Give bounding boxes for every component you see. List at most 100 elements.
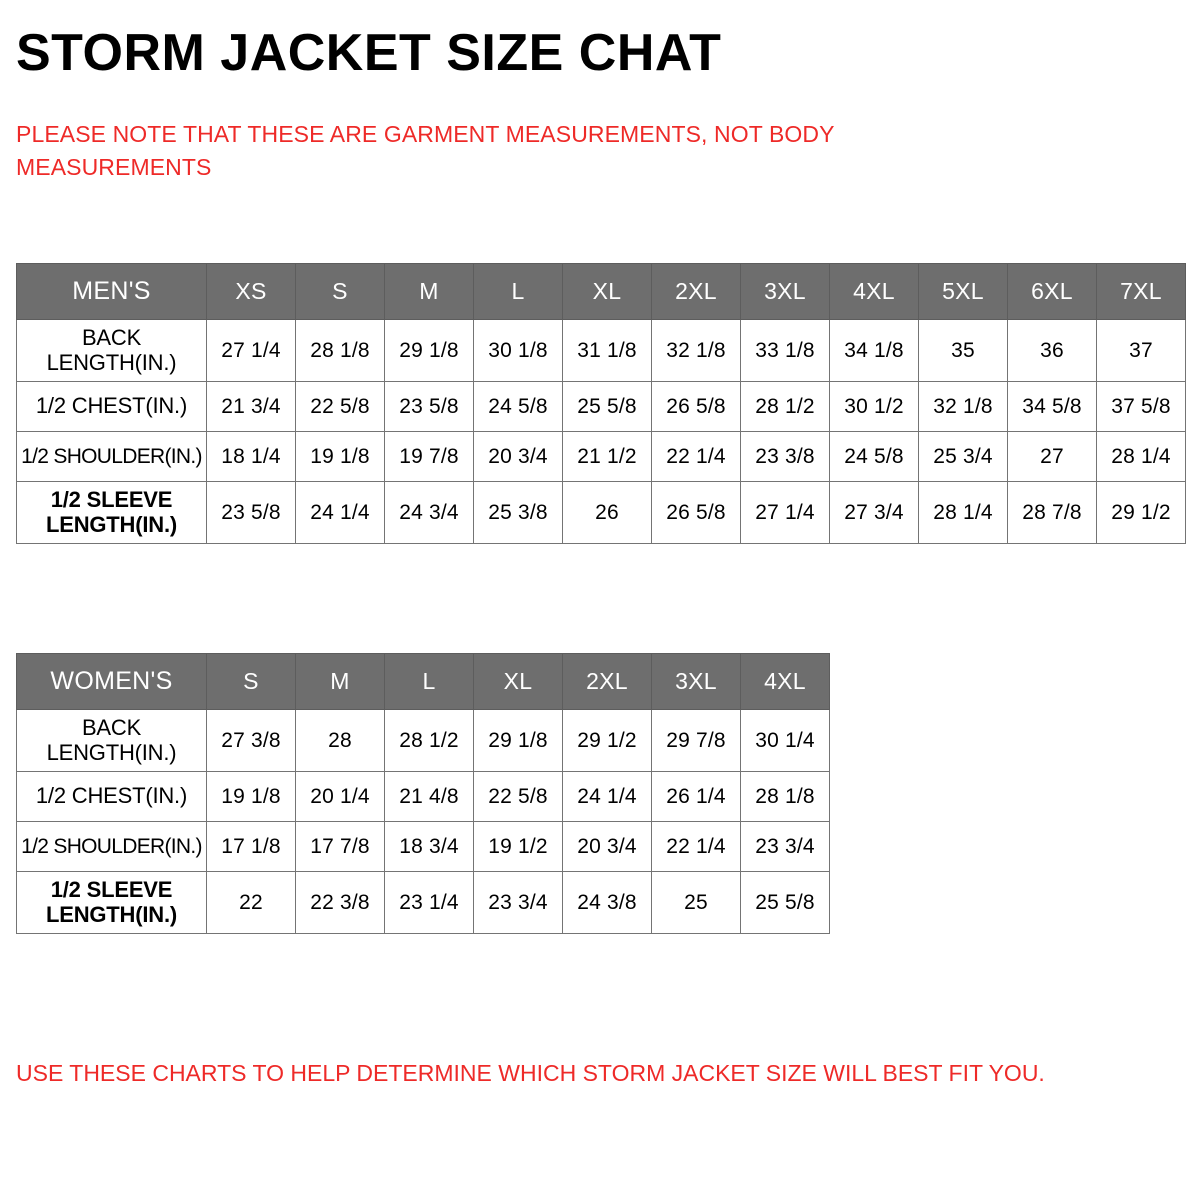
cell-m: 23 5/8 (384, 381, 474, 432)
cell-5xl: 32 1/8 (918, 381, 1008, 432)
womens-corner-header: WOMEN'S (16, 653, 207, 710)
cell-s: 19 1/8 (295, 431, 385, 482)
mens-corner-header: MEN'S (16, 263, 207, 320)
cell-3xl: 33 1/8 (740, 319, 830, 382)
cell-2xl: 32 1/8 (651, 319, 741, 382)
cell-6xl: 27 (1007, 431, 1097, 482)
cell-4xl: 23 3/4 (740, 821, 830, 872)
womens-column-header-m: M (295, 653, 385, 710)
table-row: BACK LENGTH(IN.) 27 1/4 28 1/8 29 1/8 30 1/8 3… (16, 319, 1186, 382)
mens-size-table: MEN'S XS S M L XL 2XL 3XL 4XL 5XL 6XL 7XL BACK LENGT… (16, 263, 1186, 544)
cell-5xl: 35 (918, 319, 1008, 382)
cell-s: 28 1/8 (295, 319, 385, 382)
cell-2xl: 29 1/2 (562, 709, 652, 772)
cell-3xl: 27 1/4 (740, 481, 830, 544)
table-row: 1/2 SLEEVE LENGTH(IN.) 22 22 3/8 23 1/4 23 3/… (16, 871, 830, 934)
cell-xl: 21 1/2 (562, 431, 652, 482)
cell-4xl: 34 1/8 (829, 319, 919, 382)
cell-m: 20 1/4 (295, 771, 385, 822)
table-row: BACK LENGTH(IN.) 27 3/8 28 28 1/2 29 1/8 29 1/… (16, 709, 830, 772)
mens-column-header-l: L (473, 263, 563, 320)
cell-3xl: 25 (651, 871, 741, 934)
mens-column-header-6xl: 6XL (1007, 263, 1097, 320)
cell-m: 24 3/4 (384, 481, 474, 544)
cell-4xl: 30 1/4 (740, 709, 830, 772)
cell-6xl: 36 (1007, 319, 1097, 382)
mens-column-header-5xl: 5XL (918, 263, 1008, 320)
cell-l: 28 1/2 (384, 709, 474, 772)
garment-measurement-note: PLEASE NOTE THAT THESE ARE GARMENT MEASU… (16, 121, 835, 180)
cell-s: 22 5/8 (295, 381, 385, 432)
cell-xl: 23 3/4 (473, 871, 563, 934)
cell-2xl: 20 3/4 (562, 821, 652, 872)
mens-column-header-xs: XS (206, 263, 296, 320)
cell-xs: 18 1/4 (206, 431, 296, 482)
womens-table-header: WOMEN'S S M L XL 2XL 3XL 4XL (16, 653, 830, 710)
cell-6xl: 34 5/8 (1007, 381, 1097, 432)
row-label-sleeve-length-in: 1/2 SLEEVE LENGTH(IN.) (16, 871, 207, 934)
cell-3xl: 29 7/8 (651, 709, 741, 772)
cell-7xl: 29 1/2 (1096, 481, 1186, 544)
cell-3xl: 26 1/4 (651, 771, 741, 822)
table-row: 1/2 SLEEVE LENGTH(IN.) 23 5/8 24 1/4 24 3/4 2… (16, 481, 1186, 544)
cell-l: 24 5/8 (473, 381, 563, 432)
page-title: STORM JACKET SIZE CHAT (16, 24, 722, 82)
mens-column-header-2xl: 2XL (651, 263, 741, 320)
mens-column-header-7xl: 7XL (1096, 263, 1186, 320)
cell-6xl: 28 7/8 (1007, 481, 1097, 544)
mens-column-header-m: M (384, 263, 474, 320)
cell-s: 22 (206, 871, 296, 934)
cell-4xl: 30 1/2 (829, 381, 919, 432)
cell-s: 19 1/8 (206, 771, 296, 822)
row-label-chest-in: 1/2 CHEST(IN.) (16, 771, 207, 822)
womens-column-header-2xl: 2XL (562, 653, 652, 710)
mens-column-header-xl: XL (562, 263, 652, 320)
mens-header-row: MEN'S XS S M L XL 2XL 3XL 4XL 5XL 6XL 7XL (16, 263, 1186, 320)
table-row: 1/2 SHOULDER(IN.) 17 1/8 17 7/8 18 3/4 19 1/… (16, 821, 830, 872)
cell-xl: 22 5/8 (473, 771, 563, 822)
help-determine-size-note: USE THESE CHARTS TO HELP DETERMINE WHICH… (16, 1060, 1045, 1086)
cell-l: 18 3/4 (384, 821, 474, 872)
cell-m: 19 7/8 (384, 431, 474, 482)
cell-3xl: 23 3/8 (740, 431, 830, 482)
mens-column-header-s: S (295, 263, 385, 320)
cell-xl: 26 (562, 481, 652, 544)
cell-m: 29 1/8 (384, 319, 474, 382)
cell-4xl: 27 3/4 (829, 481, 919, 544)
cell-l: 30 1/8 (473, 319, 563, 382)
womens-column-header-4xl: 4XL (740, 653, 830, 710)
womens-column-header-3xl: 3XL (651, 653, 741, 710)
cell-2xl: 26 5/8 (651, 381, 741, 432)
womens-column-header-l: L (384, 653, 474, 710)
mens-table-header: MEN'S XS S M L XL 2XL 3XL 4XL 5XL 6XL 7XL (16, 263, 1186, 320)
cell-m: 28 (295, 709, 385, 772)
row-label-shoulder-in: 1/2 SHOULDER(IN.) (16, 431, 207, 482)
mens-table-body: BACK LENGTH(IN.) 27 1/4 28 1/8 29 1/8 30 1/8 3… (16, 319, 1186, 544)
row-label-chest-in: 1/2 CHEST(IN.) (16, 381, 207, 432)
mens-column-header-4xl: 4XL (829, 263, 919, 320)
womens-size-table: WOMEN'S S M L XL 2XL 3XL 4XL BACK LENGTH(IN.) 27 … (16, 653, 830, 934)
womens-column-header-s: S (206, 653, 296, 710)
cell-7xl: 28 1/4 (1096, 431, 1186, 482)
cell-5xl: 28 1/4 (918, 481, 1008, 544)
cell-xl: 31 1/8 (562, 319, 652, 382)
mens-column-header-3xl: 3XL (740, 263, 830, 320)
cell-5xl: 25 3/4 (918, 431, 1008, 482)
cell-l: 23 1/4 (384, 871, 474, 934)
row-label-shoulder-in: 1/2 SHOULDER(IN.) (16, 821, 207, 872)
cell-l: 21 4/8 (384, 771, 474, 822)
cell-2xl: 22 1/4 (651, 431, 741, 482)
cell-xs: 21 3/4 (206, 381, 296, 432)
cell-7xl: 37 5/8 (1096, 381, 1186, 432)
cell-3xl: 28 1/2 (740, 381, 830, 432)
cell-xl: 19 1/2 (473, 821, 563, 872)
table-row: 1/2 CHEST(IN.) 19 1/8 20 1/4 21 4/8 22 5/8 24… (16, 771, 830, 822)
cell-7xl: 37 (1096, 319, 1186, 382)
womens-header-row: WOMEN'S S M L XL 2XL 3XL 4XL (16, 653, 830, 710)
cell-s: 27 3/8 (206, 709, 296, 772)
cell-4xl: 25 5/8 (740, 871, 830, 934)
cell-2xl: 24 3/8 (562, 871, 652, 934)
table-row: 1/2 CHEST(IN.) 21 3/4 22 5/8 23 5/8 24 5/8 25… (16, 381, 1186, 432)
row-label-back-length-in: BACK LENGTH(IN.) (16, 319, 207, 382)
